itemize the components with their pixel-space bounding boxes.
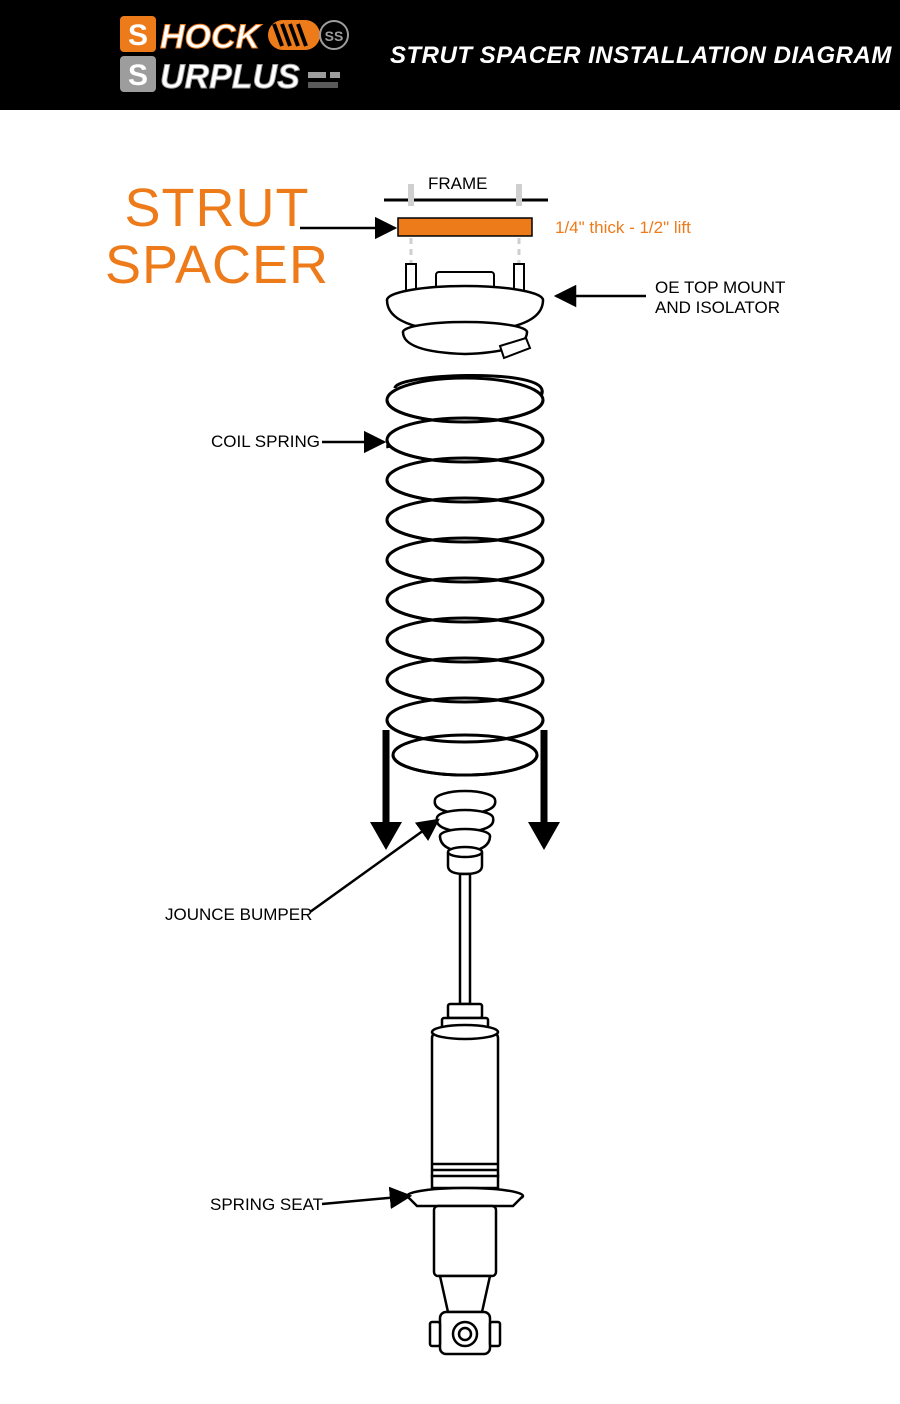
brand-logo: S S HOCK SS URPLUS [120,14,380,103]
svg-text:S: S [128,59,148,92]
svg-text:HOCK: HOCK [160,18,263,56]
svg-text:SS: SS [325,28,344,44]
svg-text:URPLUS: URPLUS [160,58,300,96]
strut-diagram [0,150,900,1404]
svg-text:S: S [128,19,148,52]
banner-title: STRUT SPACER INSTALLATION DIAGRAM [390,42,892,70]
shock-body [407,1004,523,1354]
top-mount [387,264,543,358]
shock-rod [460,874,470,1004]
jounce-bumper [435,791,496,874]
